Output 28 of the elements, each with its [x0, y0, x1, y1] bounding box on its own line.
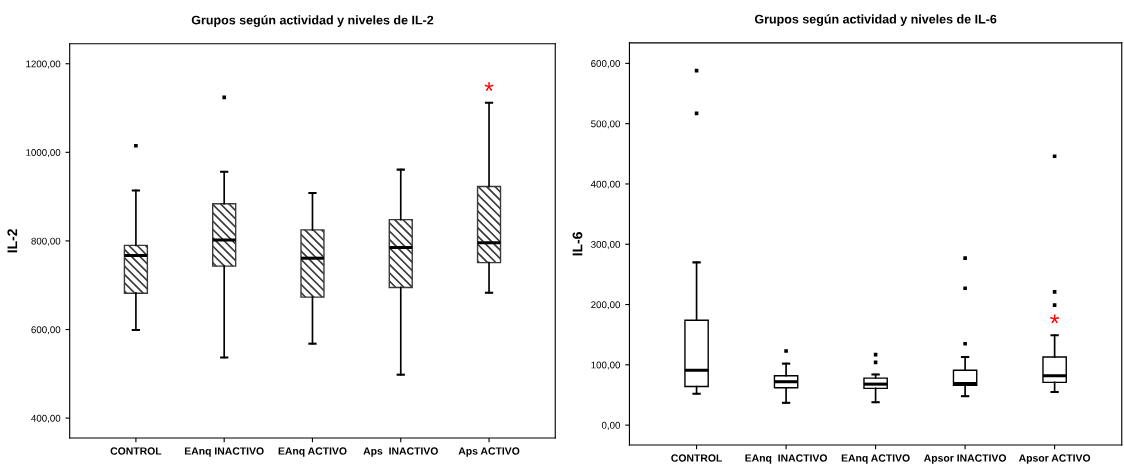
x-tick-label: EAnq INACTIVO: [184, 447, 264, 457]
y-tick-label: 100,00: [591, 361, 621, 370]
y-tick-label: 200,00: [591, 301, 621, 310]
annotation: *: [484, 82, 494, 91]
x-tick-label: Apsor INACTIVO: [923, 454, 1007, 464]
x-tick-label: EAnq ACTIVO: [278, 447, 347, 457]
x-tick-label: Apsor ACTIVO: [1018, 454, 1091, 464]
y-tick-label: 300,00: [591, 240, 621, 250]
y-axis-title: IL-6: [572, 232, 583, 256]
y-tick-label: 400,00: [31, 414, 61, 423]
x-tick-label: Aps INACTIVO: [363, 447, 438, 457]
y-tick-label: 1200,00: [26, 60, 61, 69]
y-tick-label: 600,00: [31, 326, 61, 335]
y-tick-label: 600,00: [591, 60, 621, 69]
x-tick-label: EAnq INACTIVO: [745, 454, 828, 464]
y-axis-title: IL-2: [7, 229, 18, 253]
x-tick-label: EAnq ACTIVO: [841, 454, 910, 464]
annotation: *: [1050, 314, 1060, 324]
x-tick-label: CONTROL: [110, 447, 162, 455]
y-tick-label: 1000,00: [26, 149, 61, 158]
y-tick-label: 500,00: [591, 120, 621, 129]
chart-title: Grupos según actividad y niveles de IL-6: [754, 14, 997, 27]
chart-title: Grupos según actividad y niveles de IL-2: [191, 15, 434, 28]
x-tick-label: Aps ACTIVO: [458, 447, 520, 457]
y-tick-label: 800,00: [31, 237, 61, 246]
x-tick-label: CONTROL: [671, 454, 722, 462]
y-tick-label: 400,00: [590, 180, 621, 189]
y-tick-label: 0,00: [601, 421, 621, 430]
